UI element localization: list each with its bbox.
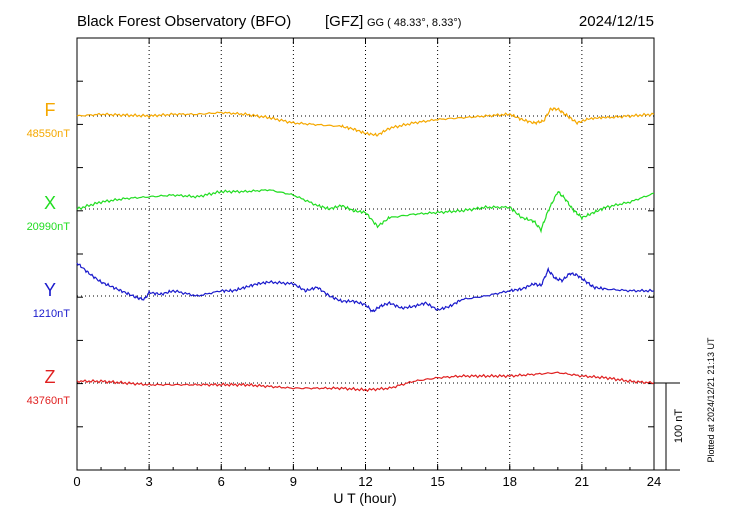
agency-label: [GFZ] <box>325 13 363 30</box>
x-tick-label: 15 <box>430 474 444 489</box>
x-tick-label: 21 <box>575 474 589 489</box>
series-lines <box>76 107 655 393</box>
series-name: F <box>45 100 56 120</box>
x-tick-label: 9 <box>290 474 297 489</box>
series-line-y <box>76 262 655 313</box>
series-baseline: 20990nT <box>27 221 71 233</box>
chart-title: Black Forest Observatory (BFO) <box>77 13 291 30</box>
series-name: Y <box>44 280 56 300</box>
x-tick-label: 6 <box>218 474 225 489</box>
x-axis: 0 3 6 9 12 15 18 21 24 <box>73 38 661 489</box>
x-tick-label: 12 <box>358 474 372 489</box>
series-line-x <box>76 189 655 234</box>
x-tick-label: 0 <box>73 474 80 489</box>
x-tick-label: 3 <box>146 474 153 489</box>
series-line-f <box>76 107 655 137</box>
series-baseline: 1210nT <box>33 308 71 320</box>
plotted-note: Plotted at 2024/12/21 21:13 UT <box>706 337 716 463</box>
series-line-z <box>76 371 655 393</box>
grid <box>77 37 654 471</box>
x-tick-label: 24 <box>647 474 661 489</box>
scale-bar: 100 nT <box>654 382 685 471</box>
series-labels: F 48550nT X 20990nT Y 1210nT Z 43760nT <box>27 100 71 407</box>
coordinates-label: GG ( 48.33°, 8.33°) <box>367 17 461 29</box>
x-axis-label: U T (hour) <box>333 490 396 506</box>
x-tick-label: 18 <box>503 474 517 489</box>
date-label: 2024/12/15 <box>579 13 654 30</box>
series-name: X <box>44 193 56 213</box>
series-baseline: 43760nT <box>27 395 71 407</box>
series-baseline: 48550nT <box>27 128 71 140</box>
scale-bar-label: 100 nT <box>673 409 685 444</box>
series-name: Z <box>45 367 56 387</box>
